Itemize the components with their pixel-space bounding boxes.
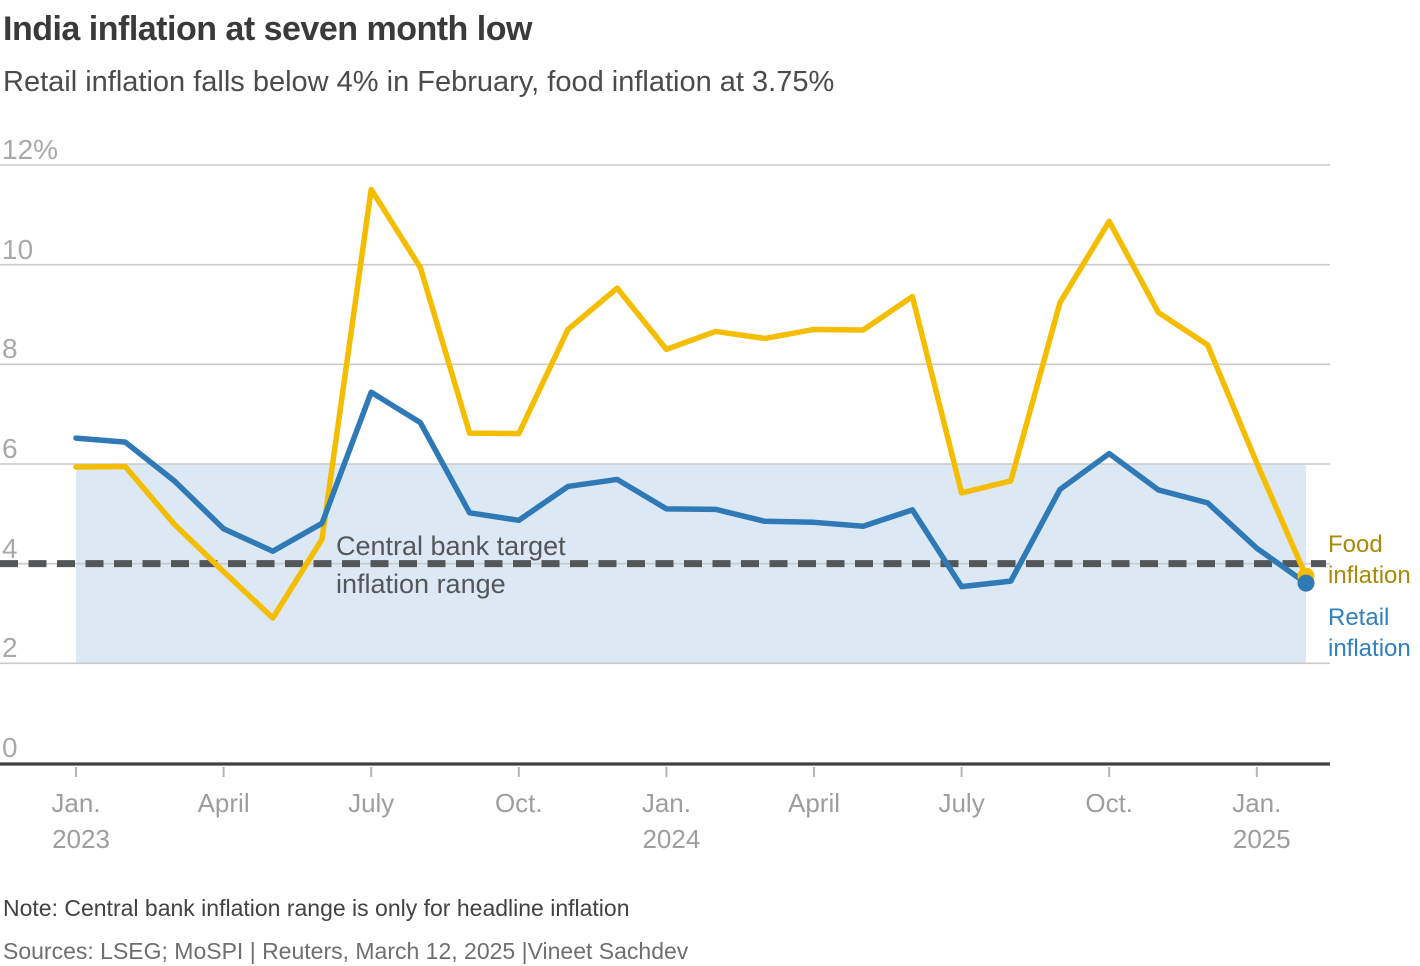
x-axis-year-label: 2023 — [52, 824, 110, 854]
x-axis-year-label: 2024 — [642, 824, 701, 854]
x-axis-month-label: April — [787, 788, 840, 818]
retail-inflation-line — [73, 389, 1309, 590]
x-axis-month-label: Oct. — [1085, 788, 1134, 818]
retail-inflation-end-dot — [1297, 574, 1315, 592]
y-axis-label-2: 2 — [2, 632, 18, 664]
target-range-annotation-line1: Central bank target — [336, 531, 566, 561]
y-axis-label-4: 4 — [2, 532, 18, 564]
x-axis-month-label: Jan. — [51, 788, 101, 818]
x-axis-month-label: Jan. — [1232, 788, 1282, 818]
x-axis-month-label: April — [197, 788, 250, 818]
y-axis-label-6: 6 — [2, 433, 18, 464]
y-axis-label-10: 10 — [2, 233, 34, 265]
x-axis-month-label: July — [938, 788, 985, 818]
target-range-annotation-line2: inflation range — [336, 569, 506, 599]
chart-note: Note: Central bank inflation range is on… — [3, 895, 630, 921]
legend-food-inflation: Food inflation — [1328, 531, 1411, 589]
chart-subtitle: Retail inflation falls below 4% in Febru… — [3, 66, 835, 98]
food-inflation-line — [73, 186, 1309, 621]
y-axis-label-12: 12% — [2, 134, 59, 165]
chart-sources: Sources: LSEG; MoSPI | Reuters, March 12… — [3, 938, 689, 964]
x-axis-month-label: Oct. — [494, 788, 543, 818]
y-axis-label-8: 8 — [2, 333, 18, 365]
x-axis-month-label: July — [348, 788, 395, 818]
x-axis-month-label: Jan. — [641, 788, 691, 818]
y-axis-label-0: 0 — [2, 732, 18, 763]
chart-title: India inflation at seven month low — [3, 10, 532, 48]
x-axis-year-label: 2025 — [1232, 824, 1291, 854]
legend-retail-inflation: Retail inflation — [1328, 604, 1411, 662]
